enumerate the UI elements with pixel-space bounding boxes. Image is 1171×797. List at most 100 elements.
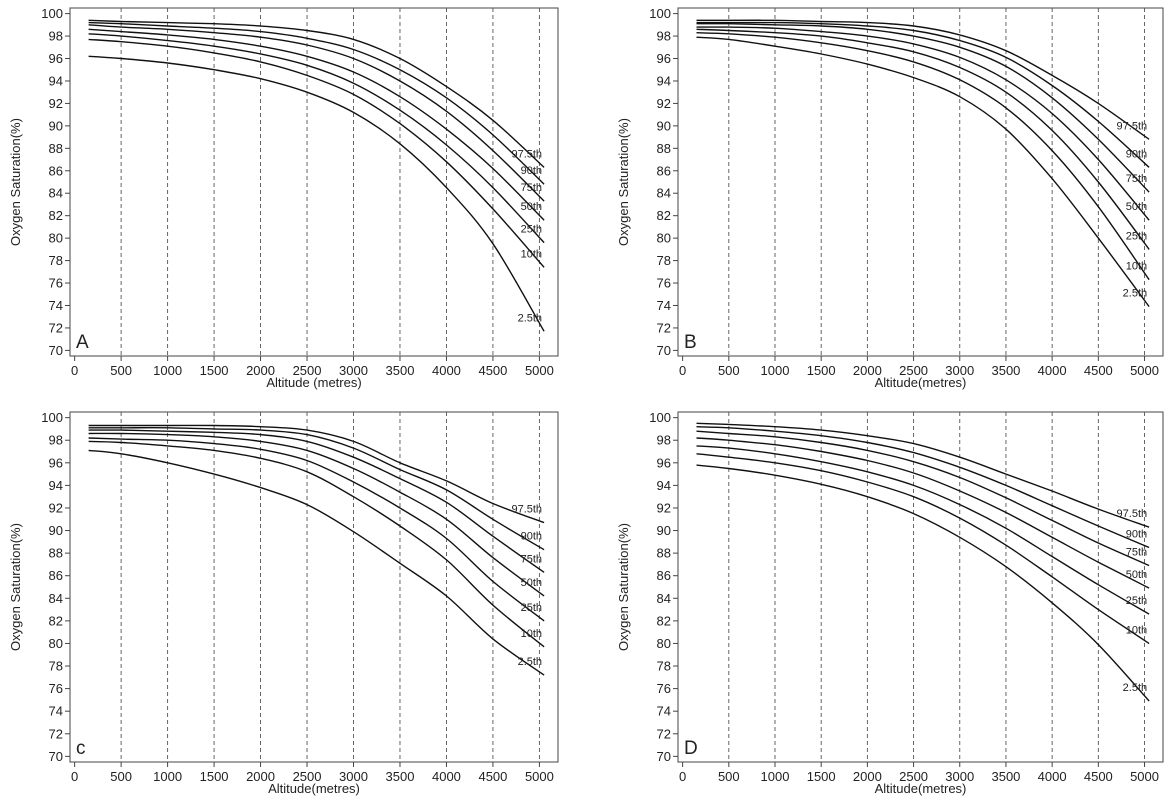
series-end-label: 90th: [1126, 528, 1147, 540]
series-end-label: 25th: [1126, 230, 1147, 242]
x-tick-label: 2000: [853, 769, 882, 784]
series-end-label: 10th: [1126, 624, 1147, 636]
y-tick-label: 98: [49, 433, 63, 448]
x-tick-label: 1000: [761, 769, 790, 784]
series-end-label: 90th: [521, 531, 542, 543]
y-tick-label: 88: [657, 141, 671, 156]
y-tick-label: 88: [49, 546, 63, 561]
y-tick-label: 94: [49, 478, 63, 493]
series-end-label: 2.5th: [518, 312, 542, 324]
y-tick-label: 76: [49, 276, 63, 291]
series-line: [696, 26, 1150, 221]
y-tick-label: 78: [49, 253, 63, 268]
y-tick-label: 80: [49, 231, 63, 246]
y-tick-label: 72: [49, 320, 63, 335]
series-line: [696, 426, 1150, 549]
series-end-label: 10th: [1126, 261, 1147, 273]
chart-panel-B: 0 500 1000 1500 2000 2500 3000 3500 4000 4500 5000…: [616, 6, 1164, 390]
x-tick-label: 2000: [853, 363, 882, 378]
y-tick-label: 96: [657, 51, 671, 66]
series-line: [696, 464, 1150, 702]
y-axis-label: Oxygen Saturation(%): [616, 523, 631, 651]
series-end-label: 97.5th: [511, 504, 542, 516]
x-tick-label: 4500: [1084, 769, 1113, 784]
series-end-label: 25th: [521, 224, 542, 236]
series-line: [696, 422, 1150, 528]
series-end-label: 2.5th: [1123, 288, 1147, 300]
y-tick-label: 100: [649, 6, 671, 21]
y-tick-label: 84: [657, 591, 671, 606]
plot-frame: [69, 411, 559, 763]
x-tick-label: 4500: [478, 769, 507, 784]
x-tick-label: 500: [110, 363, 132, 378]
y-tick-label: 84: [657, 186, 671, 201]
series-line: [696, 21, 1150, 168]
x-axis-label: Altitude(metres): [268, 781, 360, 796]
series-line: [88, 440, 545, 648]
x-tick-label: 2500: [293, 363, 322, 378]
x-tick-label: 3000: [339, 363, 368, 378]
y-tick-label: 74: [49, 298, 63, 313]
y-axis-label: Oxygen Saturation(%): [8, 118, 23, 246]
x-tick-label: 1500: [807, 363, 836, 378]
plot-frame: [69, 7, 559, 357]
y-tick-label: 80: [49, 636, 63, 651]
y-tick-label: 100: [41, 410, 63, 425]
series-end-label: 50th: [1126, 201, 1147, 213]
x-tick-label: 3500: [991, 769, 1020, 784]
series-end-label: 97.5th: [511, 148, 542, 160]
x-tick-label: 4000: [1038, 363, 1067, 378]
series-end-label: 75th: [521, 553, 542, 565]
x-axis-label: Altitude(metres): [875, 781, 967, 796]
y-tick-label: 86: [657, 163, 671, 178]
plot-frame: [677, 7, 1164, 357]
panel-letter: D: [684, 738, 698, 759]
series-line: [88, 28, 545, 221]
y-tick-label: 92: [657, 96, 671, 111]
y-tick-label: 76: [657, 681, 671, 696]
x-tick-label: 3000: [945, 769, 974, 784]
x-tick-label: 4500: [478, 363, 507, 378]
y-tick-label: 78: [657, 659, 671, 674]
series-end-label: 50th: [521, 577, 542, 589]
series-line: [696, 437, 1150, 589]
y-axis-label: Oxygen Saturation(%): [8, 523, 23, 651]
x-tick-label: 5000: [525, 363, 554, 378]
series-line: [88, 427, 545, 551]
series-line: [696, 36, 1150, 308]
x-tick-label: 3500: [386, 769, 415, 784]
y-tick-label: 94: [49, 73, 63, 88]
y-tick-label: 70: [657, 343, 671, 358]
series-end-label: 25th: [1126, 595, 1147, 607]
x-tick-label: 3500: [991, 363, 1020, 378]
y-tick-label: 74: [657, 704, 671, 719]
x-tick-label: 2500: [293, 769, 322, 784]
series-line: [696, 19, 1150, 140]
panel-letter: A: [76, 332, 89, 353]
x-tick-label: 4500: [1084, 363, 1113, 378]
series-line: [88, 24, 545, 202]
series-line: [696, 453, 1150, 645]
y-tick-label: 86: [49, 568, 63, 583]
y-tick-label: 96: [49, 51, 63, 66]
x-tick-label: 1000: [153, 363, 182, 378]
y-tick-label: 82: [49, 208, 63, 223]
series-line: [88, 437, 545, 622]
x-tick-label: 0: [71, 363, 78, 378]
x-tick-label: 5000: [1130, 363, 1159, 378]
y-tick-label: 96: [49, 455, 63, 470]
series-line: [696, 22, 1150, 193]
series-end-label: 25th: [521, 602, 542, 614]
x-axis-label: Altitude (metres): [266, 375, 361, 390]
y-tick-label: 82: [657, 613, 671, 628]
y-tick-label: 70: [49, 749, 63, 764]
x-tick-label: 500: [718, 769, 740, 784]
series-end-label: 10th: [521, 248, 542, 260]
x-tick-label: 1500: [200, 769, 229, 784]
x-tick-label: 1500: [807, 769, 836, 784]
x-tick-label: 0: [679, 363, 686, 378]
y-tick-label: 74: [49, 704, 63, 719]
panel-letter: c: [76, 738, 86, 759]
